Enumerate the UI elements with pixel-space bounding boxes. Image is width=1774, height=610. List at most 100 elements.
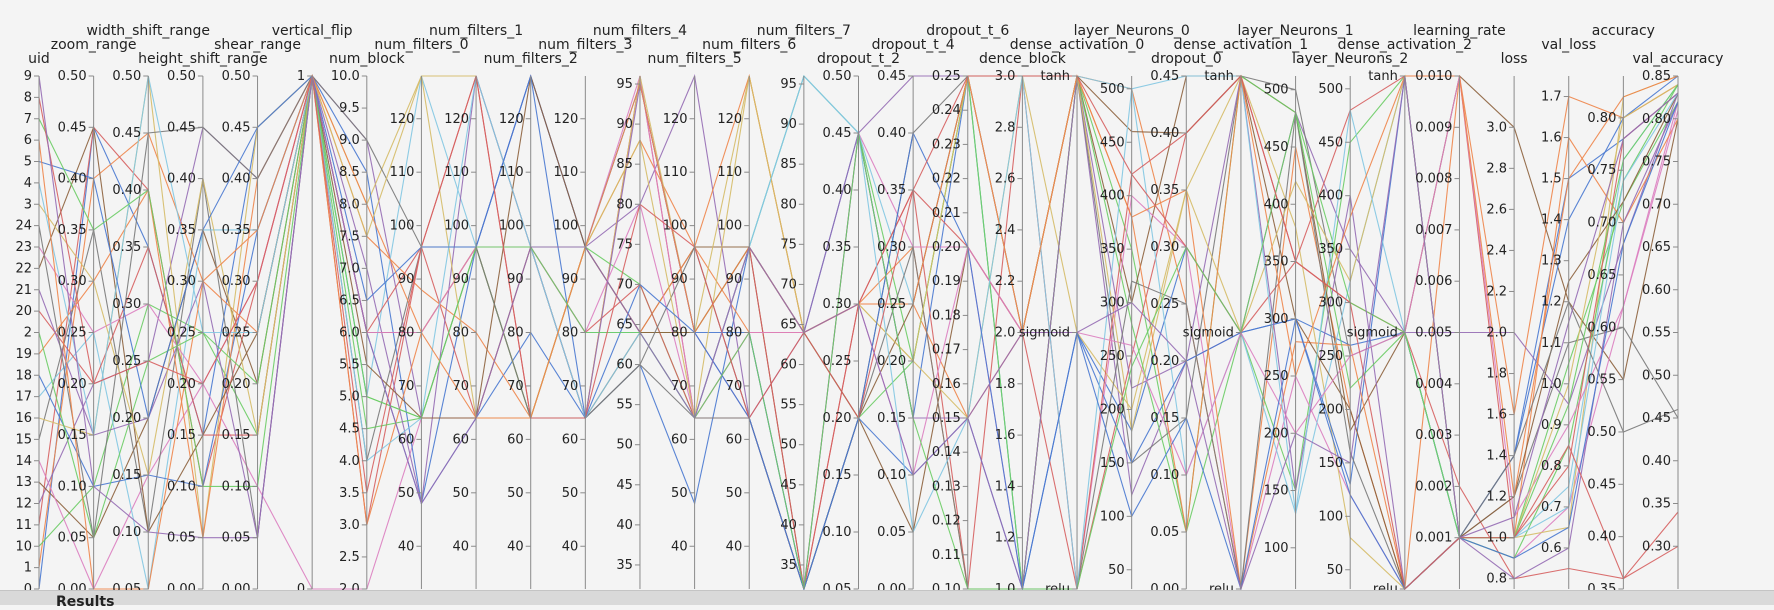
tick-label: 150 bbox=[1264, 484, 1289, 499]
tick-label: 1.2 bbox=[995, 531, 1016, 546]
tick-label: 0.65 bbox=[1642, 240, 1671, 255]
tick-label: 0.40 bbox=[1642, 454, 1671, 469]
axis-title: dropout_t_4 bbox=[872, 37, 955, 53]
tick-label: 0.35 bbox=[1587, 582, 1616, 590]
axis-title: num_filters_3 bbox=[538, 37, 632, 53]
tick-label: 1.4 bbox=[1486, 449, 1507, 464]
tick-label: 1.8 bbox=[1486, 367, 1507, 382]
tick-label: 6 bbox=[24, 133, 32, 148]
tick-label: 0.10 bbox=[222, 479, 251, 494]
tick-label: 0.35 bbox=[823, 240, 852, 255]
tick-label: 100 bbox=[499, 219, 524, 234]
tick-label: 70 bbox=[562, 379, 579, 394]
tick-label: 90 bbox=[453, 272, 470, 287]
tick-label: 0.45 bbox=[112, 126, 141, 141]
tick-label: 2.6 bbox=[995, 172, 1016, 187]
tick-label: 400 bbox=[1264, 197, 1289, 212]
tick-label: 0.20 bbox=[877, 354, 906, 369]
tick-label: 0.35 bbox=[112, 240, 141, 255]
tick-label: 80 bbox=[616, 197, 633, 212]
tick-label: 0.007 bbox=[1415, 223, 1452, 238]
tick-label: 1.5 bbox=[1541, 172, 1562, 187]
tick-label: 0.00 bbox=[1150, 582, 1179, 590]
tick-label: 0.20 bbox=[823, 411, 852, 426]
tick-label: 100 bbox=[1318, 509, 1343, 524]
tick-label: 100 bbox=[1100, 509, 1125, 524]
tick-label: 1.2 bbox=[1541, 295, 1562, 310]
tick-label: 120 bbox=[717, 112, 742, 127]
tick-label: 90 bbox=[616, 117, 633, 132]
tick-label: 85 bbox=[780, 157, 797, 172]
tick-label: 0.12 bbox=[932, 514, 961, 529]
tick-label: 0.35 bbox=[877, 183, 906, 198]
tick-label: 0.30 bbox=[112, 297, 141, 312]
tick-label: 80 bbox=[726, 326, 743, 341]
tick-label: 1.7 bbox=[1541, 90, 1562, 105]
tick-label: 40 bbox=[398, 539, 415, 554]
tick-label: 40 bbox=[726, 539, 743, 554]
tick-label: 60 bbox=[780, 358, 797, 373]
tick-label: 60 bbox=[616, 358, 633, 373]
tick-label: 100 bbox=[554, 219, 579, 234]
tick-label: 15 bbox=[15, 432, 32, 447]
axis-title: loss bbox=[1501, 51, 1528, 67]
axis-title: vertical_flip bbox=[272, 23, 353, 39]
axis-width_shift_range: 0.05 0.10 0.15 0.20 0.25 0.30 0.35 0.40 0.45 0.50… bbox=[87, 23, 211, 590]
tick-label: 0.009 bbox=[1415, 120, 1452, 135]
tick-label: 500 bbox=[1264, 83, 1289, 98]
tick-label: 70 bbox=[507, 379, 524, 394]
tick-label: 0.30 bbox=[823, 297, 852, 312]
tick-label: 50 bbox=[562, 486, 579, 501]
tick-label: 0.15 bbox=[932, 411, 961, 426]
tick-label: 0.00 bbox=[58, 582, 87, 590]
tick-label: 0.10 bbox=[58, 479, 87, 494]
tick-label: 2.2 bbox=[1486, 284, 1507, 299]
tick-label: tanh bbox=[1368, 69, 1398, 84]
tick-label: 18 bbox=[15, 368, 32, 383]
tick-label: 120 bbox=[499, 112, 524, 127]
tick-label: 80 bbox=[398, 326, 415, 341]
tick-label: 0.15 bbox=[823, 468, 852, 483]
tick-label: 90 bbox=[780, 117, 797, 132]
tick-label: 3.5 bbox=[339, 486, 360, 501]
tick-label: 0.45 bbox=[1587, 477, 1616, 492]
tick-label: 9.0 bbox=[339, 133, 360, 148]
tick-label: 0.40 bbox=[877, 126, 906, 141]
axis-title: shear_range bbox=[214, 37, 301, 53]
tick-label: 7.5 bbox=[339, 229, 360, 244]
tick-label: 0.10 bbox=[932, 582, 961, 590]
tick-label: 450 bbox=[1100, 135, 1125, 150]
axis-layer_Neurons_0: 50 100 150 200 250 300 350 400 450 500 layer_Neuro… bbox=[1074, 23, 1190, 589]
axis-title: learning_rate bbox=[1413, 23, 1506, 39]
axis-dropout_t_6: 0.10 0.11 0.12 0.13 0.14 0.15 0.16 0.17 0.18 0.19… bbox=[926, 23, 1009, 590]
tick-label: 1.3 bbox=[1541, 254, 1562, 269]
tick-label: 0.75 bbox=[1642, 155, 1671, 170]
tick-label: 16 bbox=[15, 411, 32, 426]
axis-title: num_filters_5 bbox=[648, 51, 742, 67]
axis-val_loss: 0.6 0.7 0.8 0.9 1.0 1.1 1.2 1.3 1.4 1.5 1.6 1.7 val_… bbox=[1541, 37, 1596, 589]
axis-title: layer_Neurons_1 bbox=[1237, 23, 1353, 39]
tick-label: 0.8 bbox=[1486, 572, 1507, 587]
tick-label: 0.50 bbox=[1642, 368, 1671, 383]
tick-label: 0.25 bbox=[1150, 297, 1179, 312]
tick-label: 0.21 bbox=[932, 206, 961, 221]
tick-label: 70 bbox=[671, 379, 688, 394]
tick-label: 0.010 bbox=[1415, 69, 1452, 84]
tick-label: 75 bbox=[616, 237, 633, 252]
tick-label: 0.00 bbox=[877, 582, 906, 590]
tick-label: 60 bbox=[671, 432, 688, 447]
tick-label: 0 bbox=[24, 582, 32, 590]
tick-label: relu bbox=[1373, 582, 1398, 590]
axis-num_filters_3: 40 50 60 70 80 90 100 110 120 num_filters_3 bbox=[538, 37, 632, 589]
tick-label: 2.2 bbox=[995, 274, 1016, 289]
tick-label: 0.15 bbox=[877, 411, 906, 426]
tick-label: 40 bbox=[671, 539, 688, 554]
tick-label: 0.60 bbox=[1642, 283, 1671, 298]
tick-label: 120 bbox=[390, 112, 415, 127]
tick-label: 0.35 bbox=[167, 223, 196, 238]
axis-title: num_filters_0 bbox=[374, 37, 468, 53]
tick-label: 21 bbox=[15, 283, 32, 298]
tick-label: 70 bbox=[616, 277, 633, 292]
tick-label: 0.24 bbox=[932, 103, 961, 118]
tick-label: 350 bbox=[1264, 255, 1289, 270]
